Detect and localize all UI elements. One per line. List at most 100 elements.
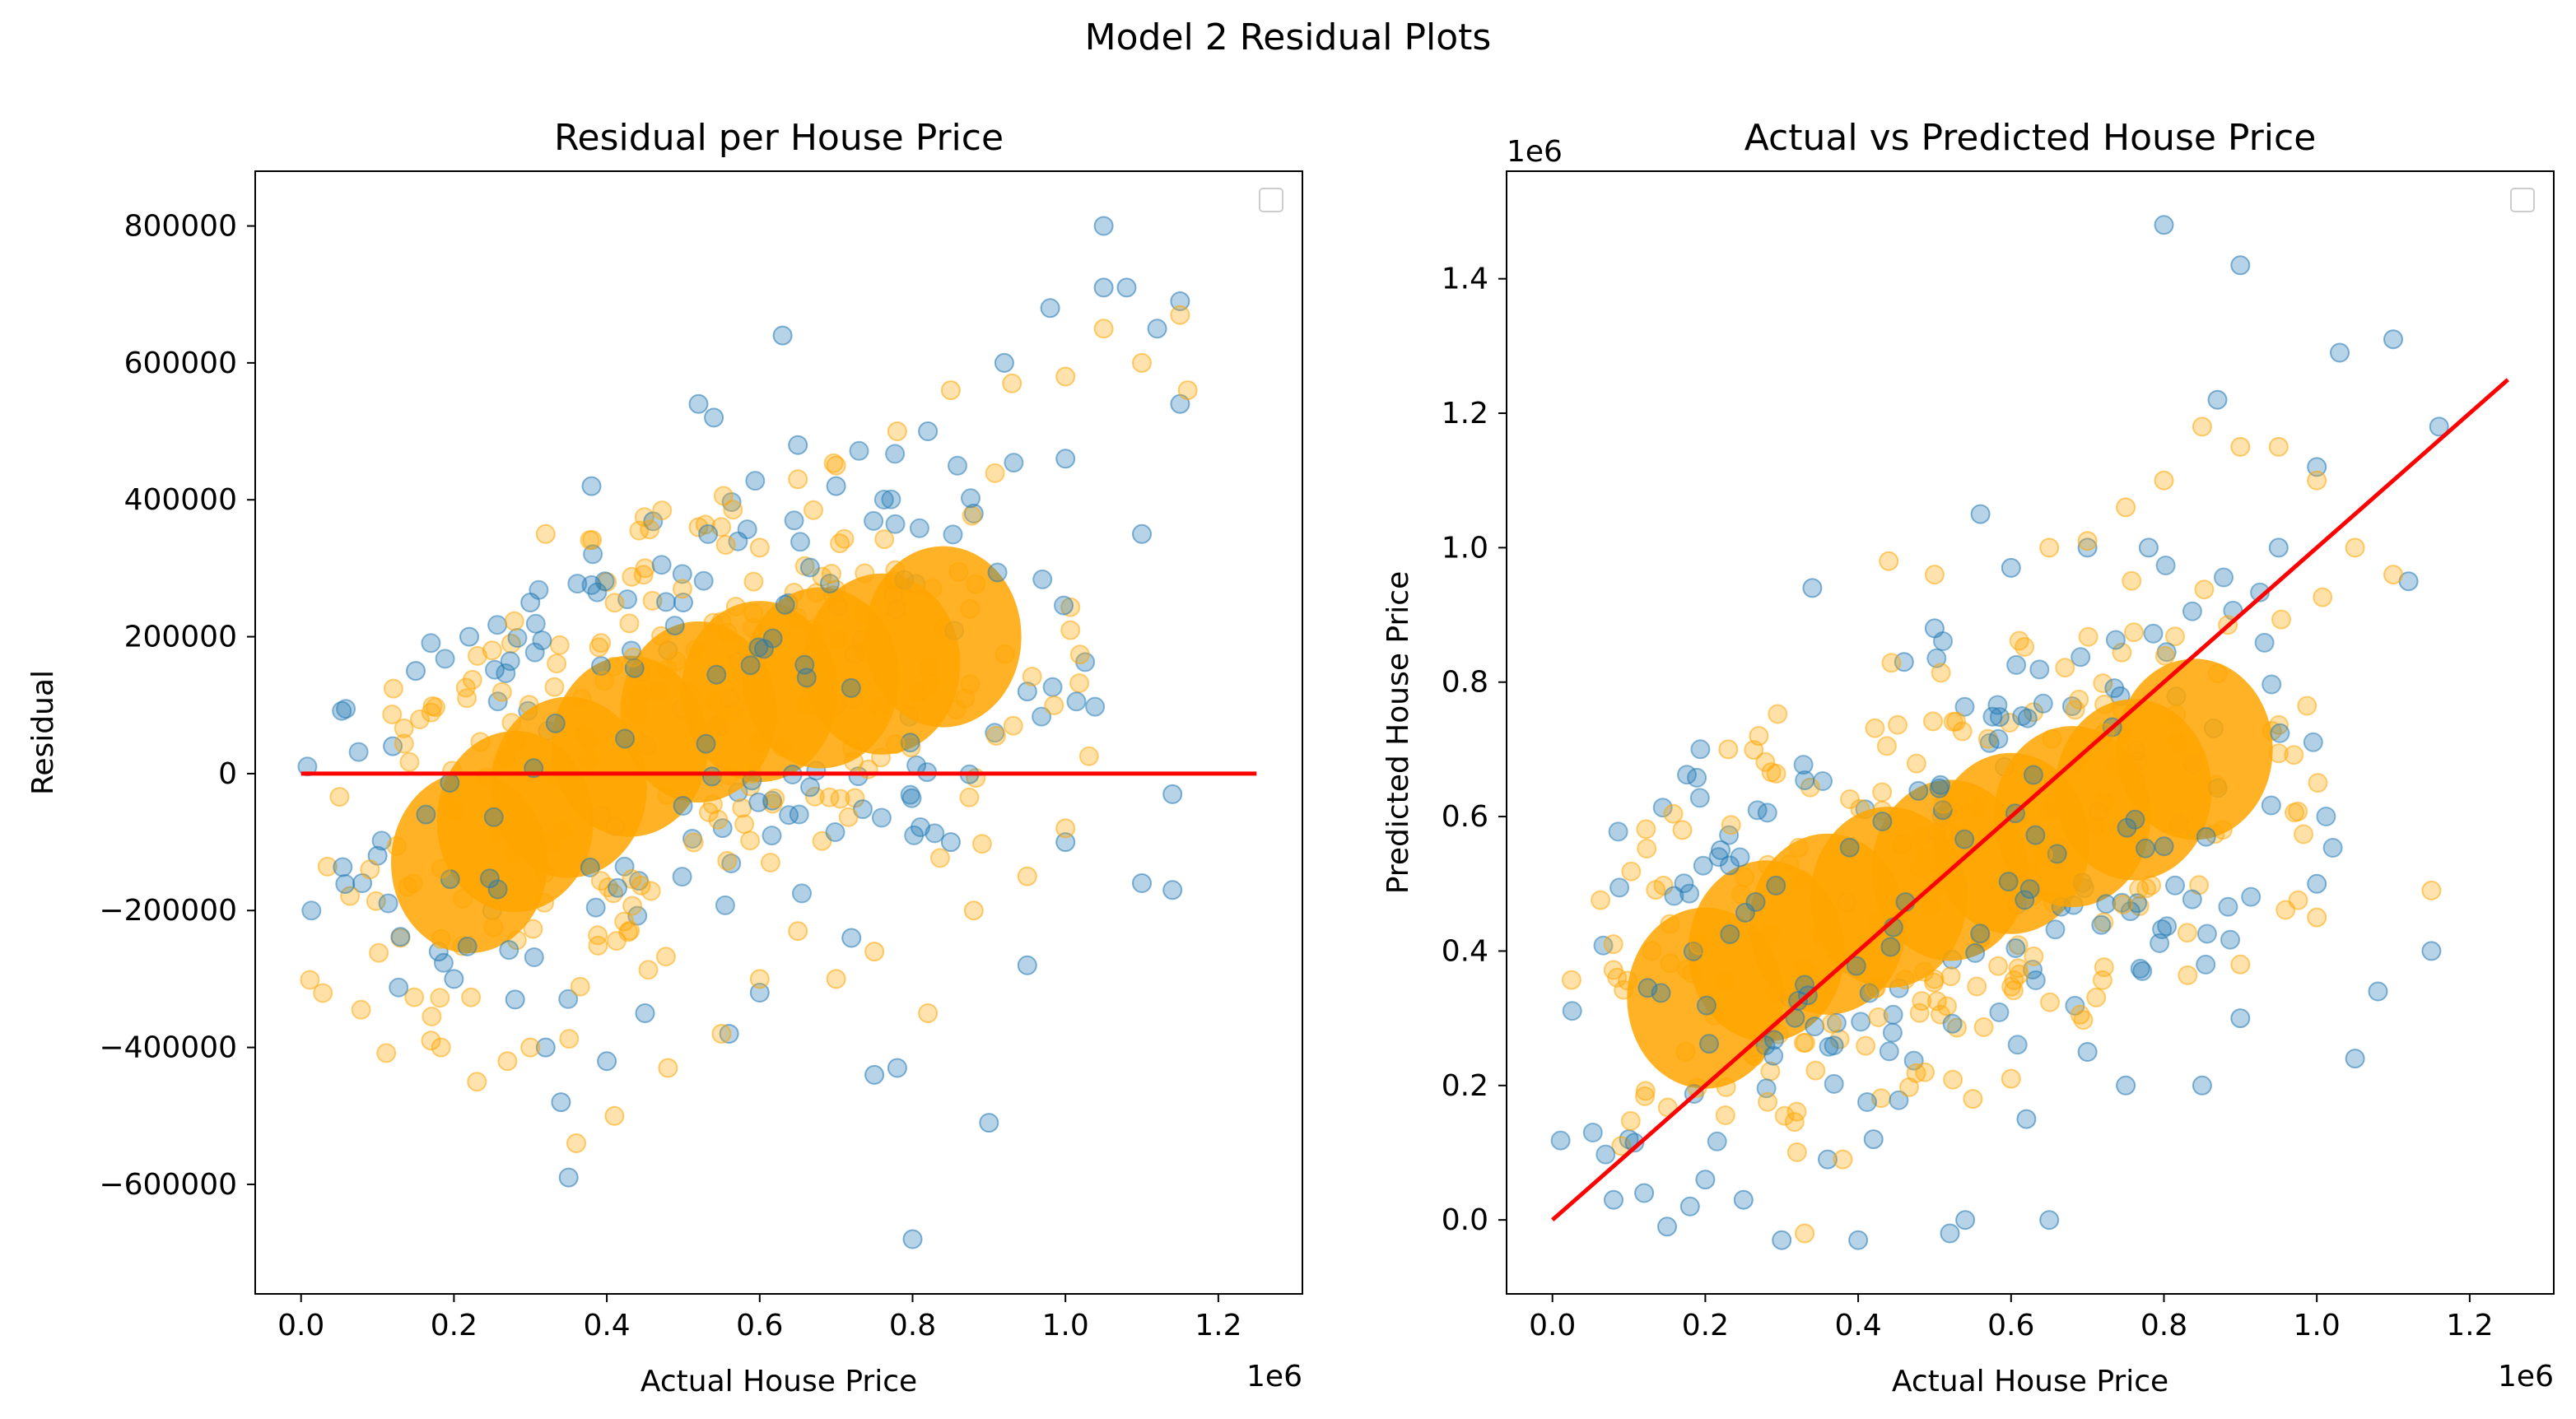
data-point [2116,497,2136,518]
data-point [300,970,320,990]
data-point [748,637,769,658]
data-point [825,822,845,842]
x-offset-label: 1e6 [2498,1360,2554,1393]
data-point [788,469,808,490]
data-point [2307,457,2327,477]
data-point [2001,557,2021,578]
data-point [317,856,338,877]
data-point [487,879,508,900]
data-point [2192,416,2212,437]
data-point [1763,1045,1784,1066]
data-point [2230,436,2251,457]
data-point [2284,745,2304,765]
data-point [1690,739,1711,760]
data-point [421,702,441,723]
y-tick-label: 1.2 [1442,397,1488,430]
data-point [1851,1012,1871,1032]
data-point [2143,623,2164,644]
data-point [1865,718,1885,738]
data-point [2065,700,2085,720]
data-point [1069,673,1090,693]
data-point [784,510,804,531]
data-point [887,1058,907,1078]
data-point [2040,992,2060,1012]
data-point [792,883,812,904]
data-point [1766,875,1786,896]
x-tick-label: 0.8 [889,1309,936,1342]
data-point [386,835,407,856]
y-tick-label: 200000 [124,621,237,654]
data-point [1733,1189,1754,1210]
data-point [752,729,772,750]
data-point [571,689,592,710]
data-point [1170,291,1190,311]
data-point [1758,854,1778,875]
data-point [499,940,519,961]
data-point [962,505,982,526]
data-point [507,628,528,648]
data-point [376,1043,397,1063]
data-point [1679,1196,1700,1217]
data-point [588,925,608,946]
data-point [804,500,823,520]
data-point [2124,622,2144,643]
data-point [804,619,823,640]
data-point [762,826,782,846]
data-point [549,635,570,655]
y-tick-label: 0.8 [1442,666,1488,700]
data-point [2007,1035,2028,1055]
data-point [608,877,628,898]
data-point [2138,537,2159,558]
data-point [693,570,714,591]
data-point [1923,711,1943,732]
data-point [1912,991,1932,1012]
data-point [1162,784,1183,804]
data-point [580,857,600,877]
axes-frame [1506,170,2555,1295]
data-point [1634,1183,1655,1203]
data-point [1699,1034,1719,1054]
data-point [806,583,827,603]
data-point [1696,995,1717,1016]
data-point [1707,1131,1727,1151]
data-point [1924,565,1945,585]
data-point [849,440,869,461]
data-point [382,705,403,724]
data-point [1940,966,1961,987]
data-point [440,794,461,814]
data-point [2313,587,2333,607]
data-point [366,891,386,911]
data-point [658,1058,678,1078]
y-tick-label: −600000 [99,1168,237,1202]
data-point [532,630,552,650]
data-point [2421,941,2442,961]
data-point [822,564,841,584]
data-point [2068,751,2089,772]
data-point [673,796,693,816]
data-point [688,393,709,414]
data-point [467,1072,487,1092]
data-point [711,1024,732,1044]
data-point [590,871,611,891]
data-point [1735,902,1755,923]
data-point [1704,1005,1725,1026]
data-point [2294,824,2313,844]
data-point [2055,658,2075,678]
data-point [1977,728,1998,749]
data-point [664,616,685,636]
y-axis-label: Residual [26,670,60,795]
data-point [1017,682,1037,702]
data-point [2383,329,2403,350]
data-point [535,523,556,544]
data-point [1620,1110,1641,1131]
data-point [2230,954,2251,975]
data-point [885,514,906,534]
x-ticks: 0.0 0.2 0.4 0.6 0.8 1.0 1.2 [1529,1294,2494,1342]
data-point [2154,215,2174,235]
data-point [1054,595,1074,616]
data-point [1758,1091,1778,1112]
data-point [845,788,865,808]
data-point [604,1105,625,1126]
data-point [1863,1129,1884,1150]
data-point [1679,883,1700,904]
